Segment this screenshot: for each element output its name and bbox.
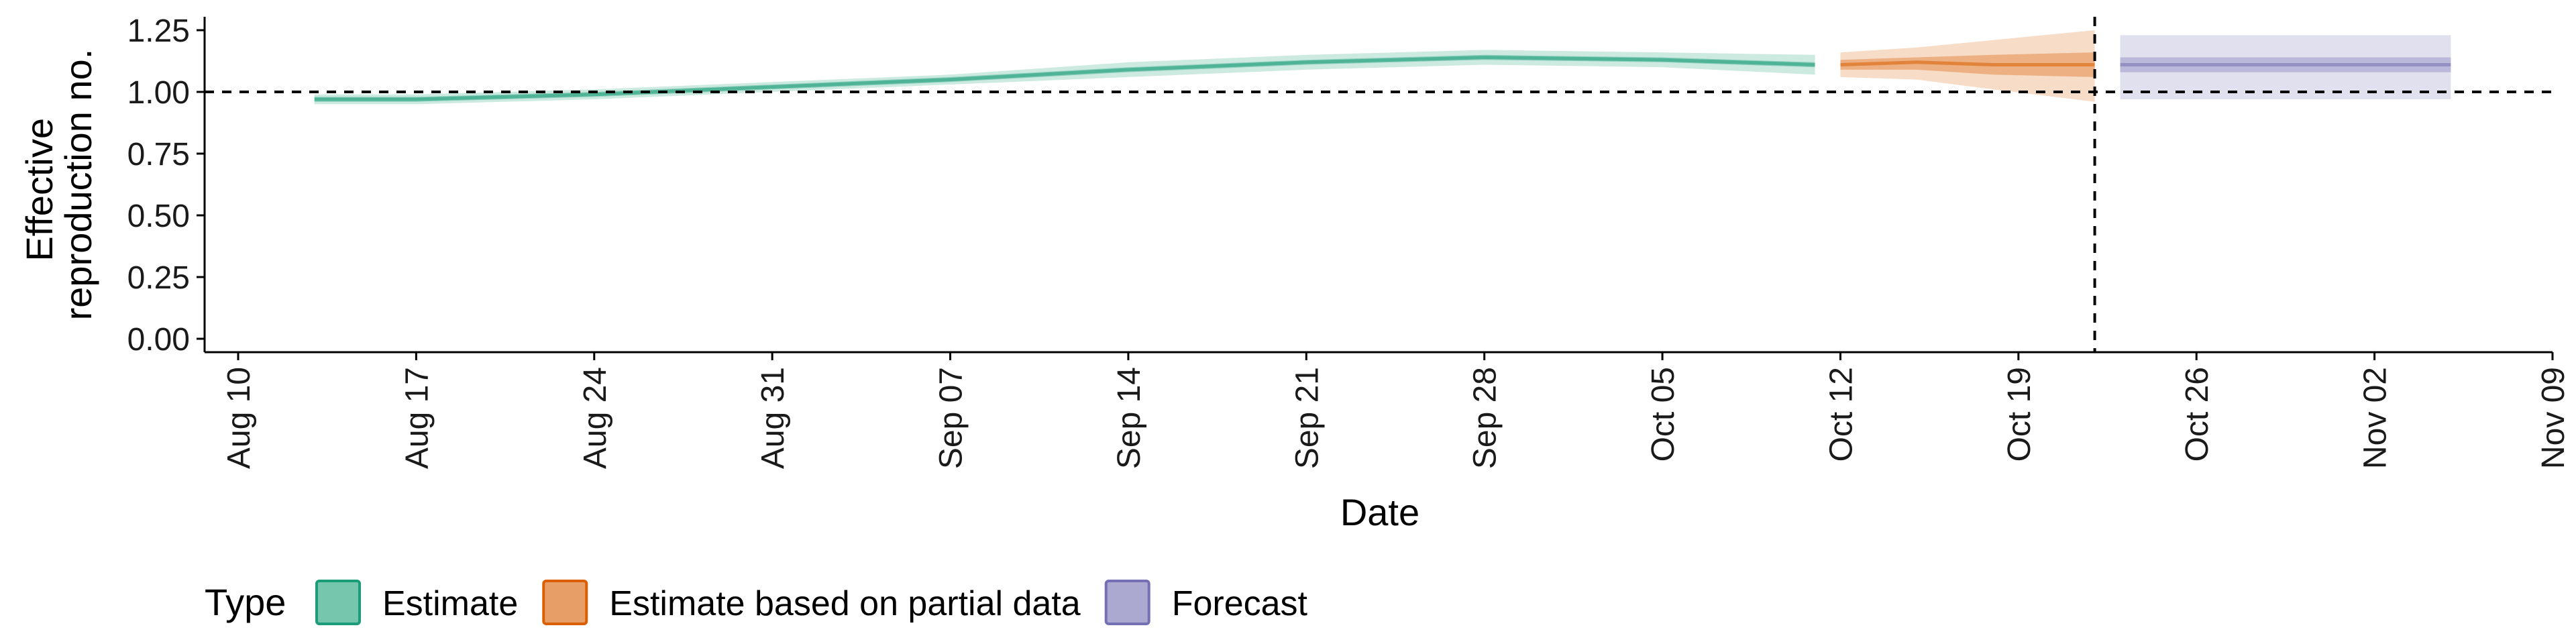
legend-key-forecast (1104, 580, 1150, 625)
y-tick-label: 0.00 (127, 322, 190, 358)
legend-key-estimate-based-on-partial-data (542, 580, 588, 625)
ribbon-90-forecast (2120, 35, 2451, 99)
y-tick-label: 1.00 (127, 75, 190, 111)
median-line-estimate-based-on-partial-data (1840, 60, 2095, 66)
x-tick-label: Oct 12 (1823, 367, 1859, 462)
y-axis-title-line-2: reproduction no. (57, 49, 99, 321)
x-tick-label: Sep 21 (1289, 367, 1325, 469)
y-tick-label: 0.75 (127, 137, 190, 172)
legend-label: Forecast (1172, 584, 1308, 623)
x-tick-label: Aug 24 (578, 367, 613, 469)
ribbon-90-estimate-based-on-partial-data (1840, 30, 2095, 102)
x-tick-label: Sep 14 (1112, 367, 1147, 469)
y-axis-ticks: 0.00 0.25 0.50 0.75 1.00 1.25 (127, 13, 205, 358)
legend-label: Estimate based on partial data (609, 584, 1081, 623)
y-tick-label: 1.25 (127, 13, 190, 49)
x-axis-ticks: Aug 10 Aug 17 Aug 24 Aug 31 Sep 07 Sep 14 Sep … (221, 352, 2571, 469)
legend-key-estimate (315, 580, 361, 625)
y-axis-title: Effective reproduction no. (18, 49, 99, 321)
legend-title: Type (205, 581, 286, 623)
x-tick-label: Aug 31 (755, 367, 791, 469)
x-tick-label: Sep 07 (934, 367, 969, 469)
x-tick-label: Oct 05 (1646, 367, 1681, 462)
legend-label: Estimate (382, 584, 518, 623)
x-tick-label: Oct 26 (2180, 367, 2215, 462)
x-tick-label: Nov 09 (2536, 367, 2571, 469)
median-line-estimate (314, 55, 1815, 101)
x-tick-label: Aug 17 (399, 367, 435, 469)
median-line-layer (314, 55, 2451, 101)
y-tick-label: 0.25 (127, 260, 190, 296)
x-tick-label: Aug 10 (221, 367, 257, 469)
x-tick-label: Nov 02 (2358, 367, 2394, 469)
legend: Type Estimate Estimate based on partial d… (205, 580, 1308, 625)
y-tick-label: 0.50 (127, 199, 190, 234)
x-tick-label: Oct 19 (2002, 367, 2037, 462)
x-tick-label: Sep 28 (1468, 367, 1503, 469)
x-axis-title: Date (1340, 491, 1419, 533)
y-axis-title-line-1: Effective (18, 118, 60, 262)
